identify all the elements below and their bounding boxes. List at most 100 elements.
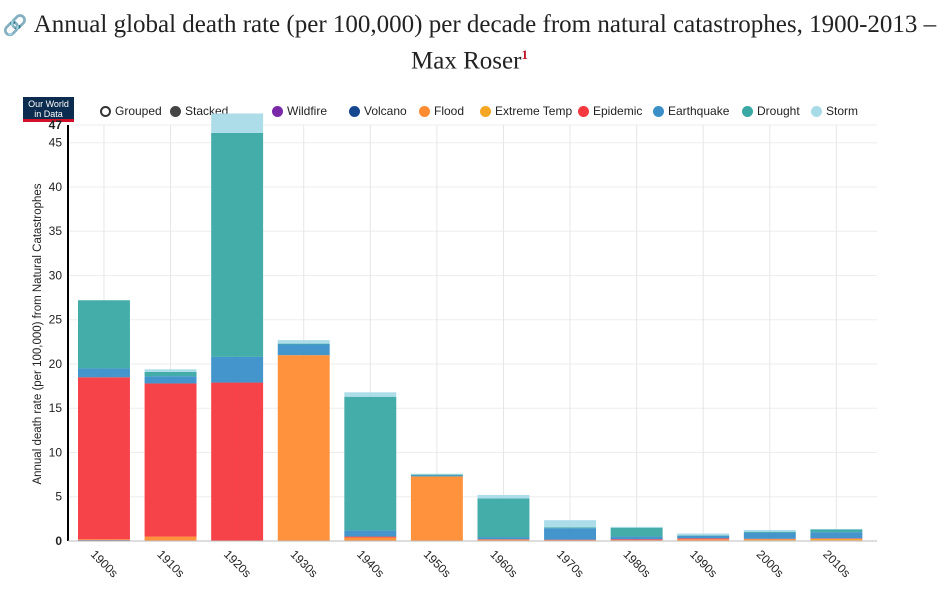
logo-line-1: Our World [28,99,69,109]
chart-title: 🔗 Annual global death rate (per 100,000) … [0,10,939,76]
link-icon[interactable]: 🔗 [2,13,28,37]
bar-segment-epidemic [810,538,863,539]
bar-segment-earthquake [544,528,597,540]
legend-swatch [480,105,491,117]
bar-segment-drought [78,300,130,369]
x-tick-label: 1930s [288,547,321,580]
bar-segment-drought [477,498,530,538]
bar-segment-epidemic [544,539,597,541]
x-tick-label: 1910s [154,547,187,580]
legend-item-epidemic[interactable]: Epidemic [578,104,642,118]
legend-swatch [349,105,360,117]
bar-segment-flood [277,355,330,541]
legend-label: Extreme Temp [495,104,573,118]
bar-segment-storm [677,533,730,536]
bar-segment-epidemic [144,383,197,537]
bar-segment-flood [144,536,197,541]
bar-segment-earthquake [211,356,264,383]
bar-segment-flood [477,539,530,541]
bar-segment-storm [277,340,330,344]
bar-segment-storm [211,113,264,133]
x-tick-label: 1960s [487,547,520,580]
bar-segment-storm [410,473,463,475]
bar-segment-earthquake [78,368,130,378]
bar-segment-epidemic [610,539,663,541]
bar-segment-drought [610,527,663,537]
bar-segment-earthquake [610,536,663,540]
x-tick-label: 1990s [687,547,720,580]
y-tick-label: 40 [49,180,63,194]
bar-segment-earthquake [277,344,330,356]
bar-segment-flood [78,539,130,541]
legend-label: Storm [826,104,859,118]
bar-segment-drought [743,531,796,533]
legend-label: Volcano [364,104,407,118]
x-tick-label: 2000s [754,547,787,580]
legend-label: Epidemic [593,104,643,118]
footnote-link[interactable]: 1 [521,47,528,62]
bar-segment-drought [344,396,397,531]
x-tick-label: 1900s [88,547,121,580]
y-axis-label: Annual death rate (per 100,000) from Nat… [32,183,44,484]
legend-swatch [811,105,822,117]
radio-icon [100,105,111,117]
x-tick-label: 1950s [421,547,454,580]
bar-segment-earthquake [810,532,863,539]
bar-segment-earthquake [144,376,197,384]
legend-item-flood[interactable]: Flood [419,104,464,118]
x-tick-label: 1980s [621,547,654,580]
y-tick-label: 15 [49,401,63,415]
bar-segment-drought [410,474,463,476]
bar-segment-storm [477,494,530,499]
legend-label: Earthquake [668,104,730,118]
bar-segment-earthquake [477,537,530,540]
bar-segment-storm [344,392,397,397]
grouped-toggle[interactable]: Grouped [100,104,162,118]
legend-item-extreme-temp[interactable]: Extreme Temp [480,104,572,118]
y-tick-label: 0 [55,534,62,548]
bar-segment-storm [610,526,663,528]
grouped-label: Grouped [115,104,162,118]
y-tick-label: 35 [49,224,63,238]
x-tick-label: 1970s [554,547,587,580]
our-world-in-data-logo[interactable]: Our World in Data [23,97,74,122]
y-tick-label: 47 [49,118,63,132]
bar-segment-epidemic [477,539,530,540]
bar-segment-drought [544,527,597,529]
legend-swatch [419,105,430,117]
legend-label: Wildfire [287,104,328,118]
bar-segment-epidemic [78,377,130,540]
legend-item-drought[interactable]: Drought [742,104,800,118]
bar-segment-earthquake [743,532,796,539]
bar-segment-epidemic [743,538,796,540]
bar-segment-earthquake [344,530,397,537]
bar-segment-storm [810,529,863,530]
bar-segment-epidemic [677,538,730,540]
bar-segment-storm [144,369,197,372]
bar-segment-drought [277,343,330,345]
y-tick-label: 5 [55,490,62,504]
bar-segment-extreme-temp [743,539,796,541]
y-tick-label: 20 [49,357,63,371]
bar-segment-earthquake [410,475,463,477]
y-tick-label: 30 [49,268,63,282]
radio-icon [170,105,181,117]
legend-item-earthquake[interactable]: Earthquake [653,104,729,118]
legend-swatch [578,105,589,117]
bar-segment-drought [810,529,863,533]
bar-segment-storm [743,529,796,532]
legend-swatch [742,105,753,117]
logo-line-2: in Data [34,109,63,119]
bar-segment-epidemic [211,382,264,541]
bar-segment-earthquake [677,535,730,539]
bar-segment-flood [344,537,397,541]
legend-item-volcano[interactable]: Volcano [349,104,407,118]
legend-item-storm[interactable]: Storm [811,104,858,118]
legend-label: Flood [434,104,465,118]
y-tick-label: 25 [49,313,63,327]
legend-item-wildfire[interactable]: Wildfire [272,104,327,118]
x-tick-label: 2010s [820,547,853,580]
bar-segment-extreme-temp [810,538,863,541]
bar-segment-drought [677,535,730,536]
